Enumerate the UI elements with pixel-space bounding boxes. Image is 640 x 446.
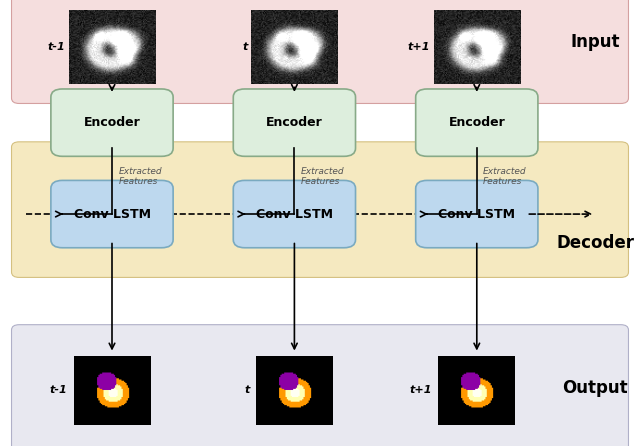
FancyBboxPatch shape	[12, 325, 628, 446]
Text: Encoder: Encoder	[449, 116, 505, 129]
Text: t-1: t-1	[49, 385, 67, 395]
FancyBboxPatch shape	[416, 180, 538, 248]
Text: t: t	[243, 42, 248, 52]
Text: Encoder: Encoder	[84, 116, 140, 129]
FancyBboxPatch shape	[51, 89, 173, 157]
Text: Conv LSTM: Conv LSTM	[256, 207, 333, 221]
FancyBboxPatch shape	[416, 89, 538, 157]
Text: Extracted
Features: Extracted Features	[118, 167, 162, 186]
Text: Conv LSTM: Conv LSTM	[74, 207, 150, 221]
Text: Encoder: Encoder	[266, 116, 323, 129]
Text: Decoder: Decoder	[556, 234, 634, 252]
Text: Input: Input	[570, 33, 620, 51]
FancyBboxPatch shape	[51, 180, 173, 248]
FancyBboxPatch shape	[234, 180, 356, 248]
FancyBboxPatch shape	[234, 89, 356, 157]
FancyBboxPatch shape	[12, 0, 628, 103]
FancyBboxPatch shape	[12, 142, 628, 277]
Text: Output: Output	[563, 379, 628, 397]
Text: t: t	[244, 385, 250, 395]
Text: t+1: t+1	[408, 42, 430, 52]
Text: t-1: t-1	[48, 42, 65, 52]
Text: Extracted
Features: Extracted Features	[483, 167, 527, 186]
Text: t+1: t+1	[410, 385, 432, 395]
Text: Extracted
Features: Extracted Features	[301, 167, 344, 186]
Text: Conv LSTM: Conv LSTM	[438, 207, 515, 221]
